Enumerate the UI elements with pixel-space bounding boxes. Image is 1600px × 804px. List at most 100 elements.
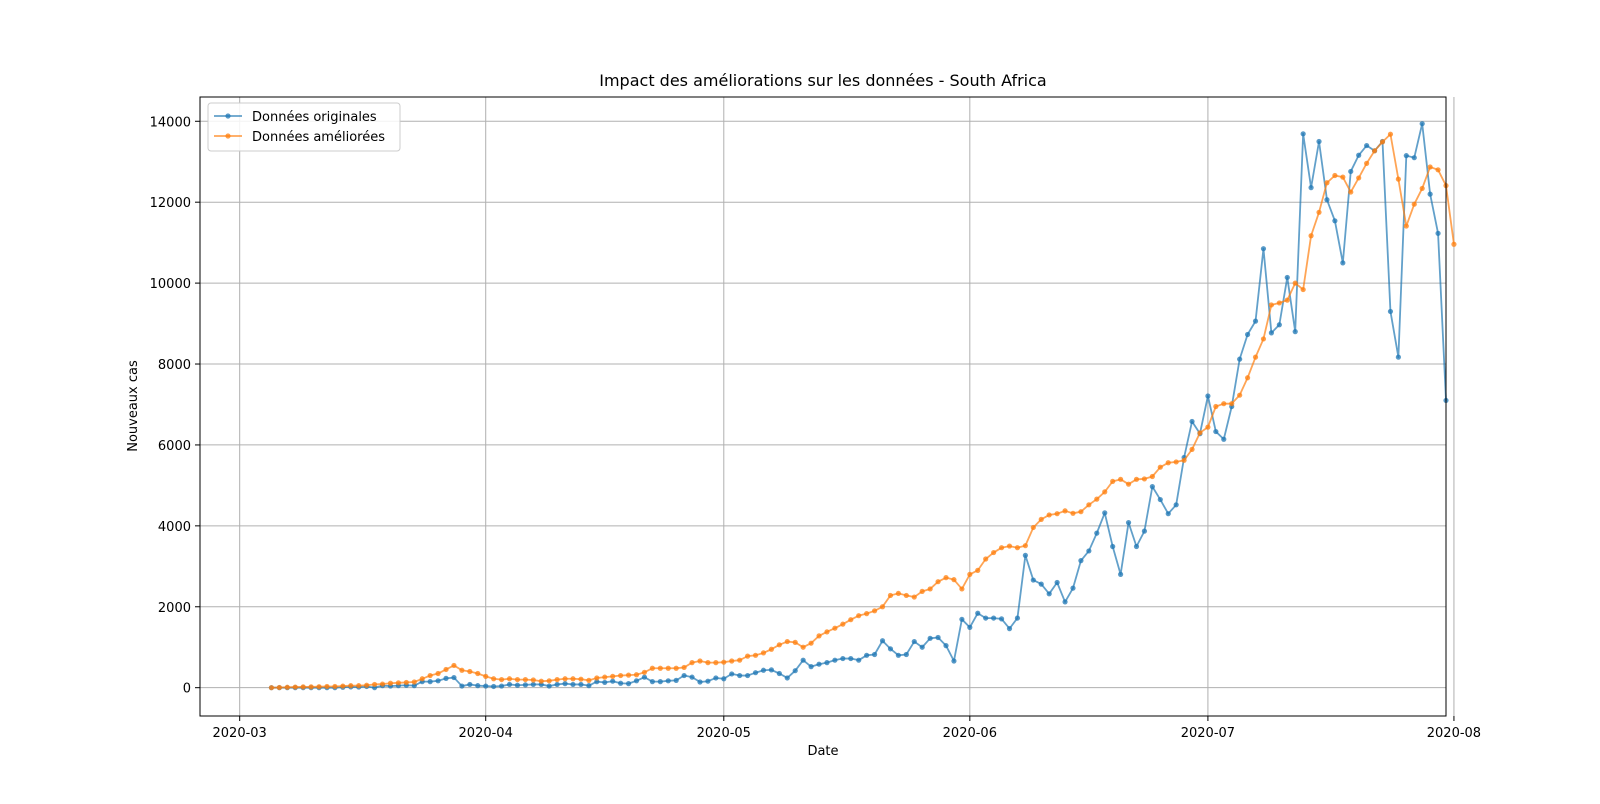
data-point xyxy=(729,658,735,664)
data-point xyxy=(578,676,584,682)
data-point xyxy=(1213,428,1219,435)
data-point xyxy=(1149,473,1155,480)
data-point xyxy=(443,666,449,673)
data-point xyxy=(1118,476,1124,482)
data-point xyxy=(1284,297,1290,303)
y-axis-label: Nouveaux cas xyxy=(126,360,141,452)
data-point xyxy=(879,638,886,644)
data-point xyxy=(1022,543,1028,549)
data-point xyxy=(459,667,465,673)
data-point xyxy=(332,683,338,690)
data-point xyxy=(998,545,1005,551)
data-point xyxy=(530,681,536,688)
data-point xyxy=(689,674,695,680)
x-tick-label: 2020-08 xyxy=(1427,726,1481,741)
data-point xyxy=(935,634,941,641)
data-point xyxy=(1006,543,1013,549)
data-point xyxy=(1324,180,1330,186)
data-point xyxy=(840,621,846,627)
data-point xyxy=(1078,558,1084,564)
data-point xyxy=(610,678,616,684)
data-point xyxy=(871,608,878,614)
legend-marker xyxy=(225,113,231,119)
data-point xyxy=(1411,155,1417,161)
data-point xyxy=(562,676,568,682)
data-point xyxy=(1332,218,1338,224)
data-point xyxy=(808,640,814,646)
data-point xyxy=(800,644,806,650)
data-point xyxy=(856,657,862,663)
legend-marker xyxy=(225,133,231,139)
data-point xyxy=(268,685,275,691)
chart-title: Impact des améliorations sur les données… xyxy=(599,71,1046,90)
data-point xyxy=(1173,502,1179,508)
data-point xyxy=(602,679,608,686)
data-point xyxy=(633,672,640,678)
series-line xyxy=(271,122,1447,689)
data-point xyxy=(427,679,433,685)
data-point xyxy=(1427,191,1433,197)
data-point xyxy=(959,586,965,592)
data-point xyxy=(864,611,870,617)
data-point xyxy=(1133,543,1140,550)
data-point xyxy=(1102,510,1108,516)
data-point xyxy=(1395,176,1401,182)
data-point xyxy=(1086,548,1092,554)
data-point xyxy=(1189,418,1195,425)
data-point xyxy=(1181,457,1187,463)
data-point xyxy=(498,676,505,683)
data-point xyxy=(1268,302,1274,308)
data-point xyxy=(578,681,584,688)
data-point xyxy=(1300,286,1306,293)
data-point xyxy=(1308,233,1314,239)
data-point xyxy=(292,684,298,690)
data-point xyxy=(602,674,608,680)
data-point xyxy=(594,679,600,685)
data-point xyxy=(633,678,640,684)
data-point xyxy=(1237,356,1243,362)
y-tick-label: 14000 xyxy=(150,115,191,130)
series-originales xyxy=(268,121,1449,691)
data-point xyxy=(1157,464,1163,470)
data-point xyxy=(649,679,655,685)
data-point xyxy=(395,680,402,686)
data-point xyxy=(491,676,497,682)
data-point xyxy=(276,684,282,691)
data-point xyxy=(483,673,489,679)
data-point xyxy=(1030,577,1036,583)
data-point xyxy=(1284,274,1290,281)
data-point xyxy=(697,658,703,664)
x-tick-label: 2020-06 xyxy=(943,726,997,741)
data-point xyxy=(348,683,354,689)
data-point xyxy=(951,577,957,583)
data-point xyxy=(1030,524,1036,531)
data-point xyxy=(284,684,290,690)
data-point xyxy=(387,680,394,686)
data-point xyxy=(1229,401,1235,407)
data-point xyxy=(784,638,790,645)
data-point xyxy=(665,678,671,684)
data-point xyxy=(522,676,528,683)
data-point xyxy=(1435,230,1441,236)
data-point xyxy=(768,667,775,673)
data-point xyxy=(554,681,560,688)
data-point xyxy=(1316,138,1322,145)
data-point xyxy=(1260,336,1267,342)
data-point xyxy=(1086,502,1092,508)
data-point xyxy=(1165,511,1171,517)
data-point xyxy=(737,657,743,663)
data-point xyxy=(1252,354,1259,360)
data-point xyxy=(1118,571,1124,578)
data-point xyxy=(308,684,314,690)
data-point xyxy=(625,672,632,678)
data-point xyxy=(1419,121,1425,127)
data-point xyxy=(713,660,719,666)
data-point xyxy=(467,668,473,675)
data-point xyxy=(641,669,648,675)
data-point xyxy=(435,670,441,677)
plot-frame xyxy=(199,96,1447,717)
data-point xyxy=(927,586,933,592)
data-point xyxy=(879,604,886,610)
data-point xyxy=(951,658,957,664)
data-point xyxy=(1094,530,1100,536)
